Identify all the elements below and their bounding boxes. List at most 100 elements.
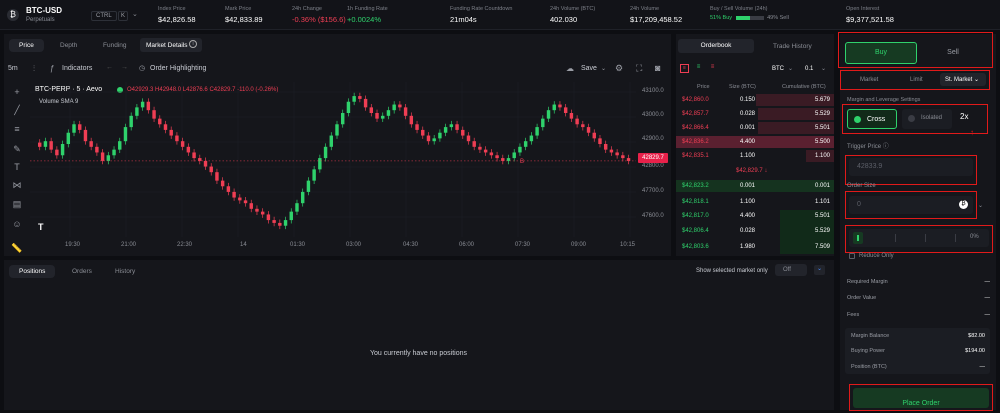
chevron-down-icon[interactable]: ⌄: [821, 66, 827, 72]
ask-row[interactable]: $42,860.0 0.150 5.679: [676, 94, 834, 106]
sell-button[interactable]: Sell: [947, 49, 959, 56]
emoji-icon[interactable]: ☺: [12, 219, 22, 229]
y-tick: 43100.0: [642, 88, 664, 94]
chevron-down-icon[interactable]: ⌄: [132, 11, 138, 18]
ask-row[interactable]: $42,857.7 0.028 5.529: [676, 108, 834, 120]
isolated-margin-button[interactable]: Isolated: [902, 109, 952, 129]
reduce-only-checkbox[interactable]: [849, 253, 855, 259]
ask-row[interactable]: $42,836.2 4.400 5.500: [676, 136, 834, 148]
chevron-down-icon[interactable]: ⌄: [601, 66, 607, 72]
undo-icon[interactable]: ←: [106, 64, 113, 71]
order-type-stop-market[interactable]: St. Market ⌄: [940, 73, 986, 86]
y-tick: 43000.0: [642, 112, 664, 118]
place-order-button[interactable]: Place Order: [853, 388, 989, 408]
camera-icon[interactable]: ◙: [655, 63, 661, 73]
tab-funding[interactable]: Funding: [103, 42, 127, 49]
selected-market-toggle[interactable]: Off: [775, 264, 807, 276]
candle: [346, 101, 351, 113]
candle: [89, 141, 93, 147]
stat-buy-sell: Buy / Sell Volume (24h) 51% Buy 49% Sell: [710, 6, 789, 21]
crosshair-icon[interactable]: +: [14, 87, 20, 97]
gear-icon[interactable]: ⚙: [615, 63, 624, 73]
chevron-down-icon[interactable]: ⌄: [814, 265, 825, 275]
order-highlighting-toggle[interactable]: Order Highlighting: [150, 65, 207, 72]
candle: [432, 138, 436, 142]
trigger-price-label: Trigger Price ⓘ: [847, 144, 889, 150]
candle: [323, 146, 328, 159]
buy-button[interactable]: Buy: [845, 42, 917, 64]
view-bids-icon[interactable]: ≡: [696, 64, 701, 70]
fib-icon[interactable]: ≡: [14, 124, 20, 134]
text-tool-icon[interactable]: T: [14, 162, 20, 172]
bid-row[interactable]: $42,818.1 1.100 1.101: [682, 199, 831, 205]
x-tick: 01:30: [290, 242, 306, 248]
price-chart[interactable]: B: [30, 82, 636, 237]
tab-orderbook[interactable]: Orderbook: [678, 39, 754, 53]
candle: [563, 107, 568, 113]
candle: [615, 152, 619, 156]
ruler-icon[interactable]: 📏: [11, 243, 23, 253]
margin-balance-row: Margin Balance $82.00: [851, 333, 985, 339]
candle: [38, 142, 42, 147]
order-type-market[interactable]: Market: [860, 77, 879, 83]
trend-line-icon[interactable]: ╱: [14, 105, 20, 115]
candle: [100, 152, 105, 161]
market-details-button[interactable]: Market Details i: [140, 38, 202, 52]
market-symbol[interactable]: BTC-USD: [26, 6, 62, 15]
tab-history[interactable]: History: [115, 268, 136, 275]
tab-orders[interactable]: Orders: [72, 268, 92, 275]
pattern-icon[interactable]: ⋈: [12, 180, 22, 190]
timeframe-select[interactable]: 5m: [8, 65, 18, 72]
view-asks-icon[interactable]: ≡: [710, 64, 715, 70]
x-tick: 19:30: [65, 242, 81, 248]
candle: [289, 211, 293, 221]
asset-select[interactable]: BTC: [772, 66, 784, 72]
candle: [341, 113, 345, 125]
save-button[interactable]: Save: [581, 65, 597, 72]
indicators-button[interactable]: Indicators: [62, 65, 93, 72]
y-tick: 47600.0: [642, 213, 664, 219]
candle: [129, 115, 133, 128]
leverage-button[interactable]: 2x: [960, 112, 969, 121]
bid-row[interactable]: $42,803.6 1.980 7.509: [682, 244, 831, 250]
fullscreen-icon[interactable]: ⛶: [636, 63, 643, 73]
chevron-down-icon[interactable]: ⌄: [788, 66, 794, 72]
step-select[interactable]: 0.1: [805, 66, 814, 72]
candle: [592, 132, 596, 139]
balance-box: [845, 328, 990, 374]
position-row: Position (BTC) —: [851, 364, 985, 370]
y-tick: 42900.0: [642, 136, 664, 142]
measure-icon[interactable]: ▤: [12, 199, 22, 209]
bid-row[interactable]: $42,817.0 4.400 5.501: [676, 210, 834, 254]
tab-positions[interactable]: Positions: [9, 265, 56, 278]
candle: [443, 127, 448, 133]
candle-type-icon[interactable]: ⫶: [33, 64, 35, 73]
order-type-limit[interactable]: Limit: [910, 77, 923, 83]
candle: [83, 129, 88, 142]
chevron-down-icon[interactable]: ⌄: [978, 203, 984, 209]
candle: [318, 158, 322, 170]
size-slider[interactable]: 0%: [849, 229, 989, 247]
view-both-icon[interactable]: ≡: [680, 64, 689, 73]
trigger-price-input[interactable]: 42833.9: [849, 158, 973, 176]
brush-icon[interactable]: ✎: [13, 144, 21, 154]
ask-row[interactable]: $42,835.1 1.100 1.100: [676, 150, 834, 162]
tab-price[interactable]: Price: [9, 39, 44, 52]
candle: [386, 110, 391, 116]
candle: [461, 129, 465, 136]
bid-row[interactable]: $42,806.4 0.028 5.529: [682, 228, 831, 234]
x-tick: 04:30: [403, 242, 419, 248]
candle: [260, 211, 265, 215]
redo-icon[interactable]: →: [121, 64, 128, 71]
candle: [249, 203, 253, 209]
tab-trade-history[interactable]: Trade History: [773, 43, 812, 50]
candle: [403, 107, 408, 116]
order-size-input[interactable]: 0 ₿: [849, 196, 973, 214]
tab-depth[interactable]: Depth: [60, 42, 78, 49]
order-highlight-icon: ◷: [139, 65, 146, 72]
bid-row[interactable]: $42,823.2 0.001 0.001: [676, 180, 834, 192]
ask-row[interactable]: $42,866.4 0.001 5.501: [676, 122, 834, 134]
buying-power-row: Buying Power $194.00: [851, 348, 985, 354]
cross-margin-button[interactable]: Cross: [847, 109, 897, 129]
candle: [198, 158, 202, 161]
